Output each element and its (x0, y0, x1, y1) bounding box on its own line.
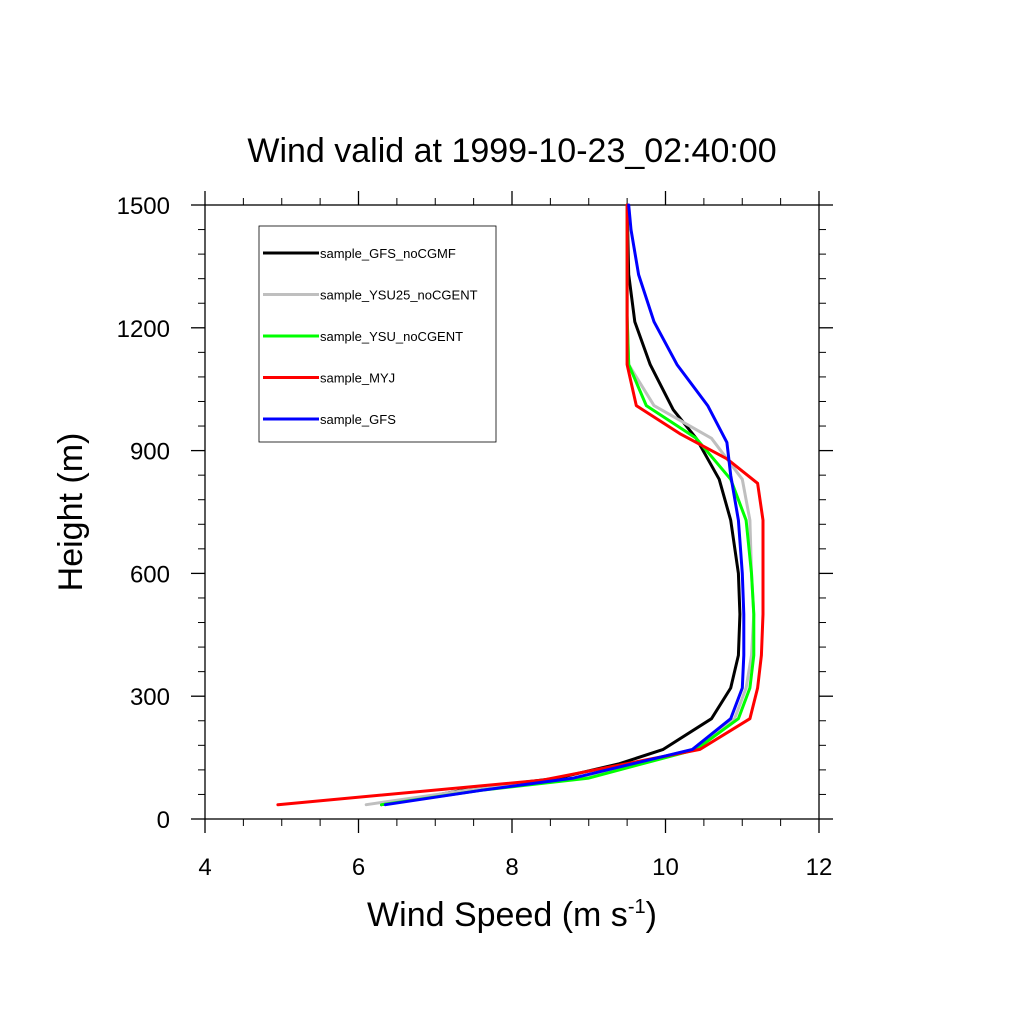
x-tick-label: 6 (352, 854, 365, 881)
y-axis-title: Height (m) (52, 433, 90, 592)
series-line-sample-myj (276, 203, 765, 807)
x-axis-title-close: ) (646, 896, 657, 934)
x-tick-label: 4 (198, 854, 211, 881)
data-series (276, 203, 765, 807)
legend-label: sample_GFS (320, 412, 396, 427)
y-tick-label: 600 (130, 561, 170, 588)
series-line-sample-ysu-nocgent (380, 203, 756, 807)
legend-entries: sample_GFS_noCGMF sample_YSU25_noCGENTsam… (263, 246, 478, 427)
x-tick-label: 10 (652, 854, 679, 881)
y-tick-label: 1500 (117, 193, 170, 220)
y-tick-label: 0 (157, 807, 170, 834)
x-axis-title-main: Wind Speed (m s (367, 896, 628, 934)
legend-label: sample_YSU25_noCGENT (320, 288, 478, 303)
y-tick-label: 1200 (117, 316, 170, 343)
legend: sample_GFS_noCGMF sample_YSU25_noCGENTsam… (258, 225, 497, 443)
series-line-sample-gfs (383, 203, 746, 807)
y-tick-label: 900 (130, 439, 170, 466)
x-axis-title-superscript: -1 (628, 896, 646, 918)
x-axis-title: Wind Speed (m s-1) (367, 896, 657, 934)
legend-label: sample_YSU_noCGENT (320, 329, 463, 344)
axis-ticks: 4 6 8 10 12 0 300 600 900 1200 1500 (117, 191, 833, 881)
legend-label: sample_MYJ (320, 371, 395, 386)
legend-label: sample_GFS_noCGMF (320, 246, 456, 261)
x-tick-label: 12 (806, 854, 833, 881)
chart-title: Wind valid at 1999-10-23_02:40:00 (247, 132, 776, 170)
legend-box (258, 225, 497, 443)
y-tick-label: 300 (130, 684, 170, 711)
x-tick-label: 8 (505, 854, 518, 881)
